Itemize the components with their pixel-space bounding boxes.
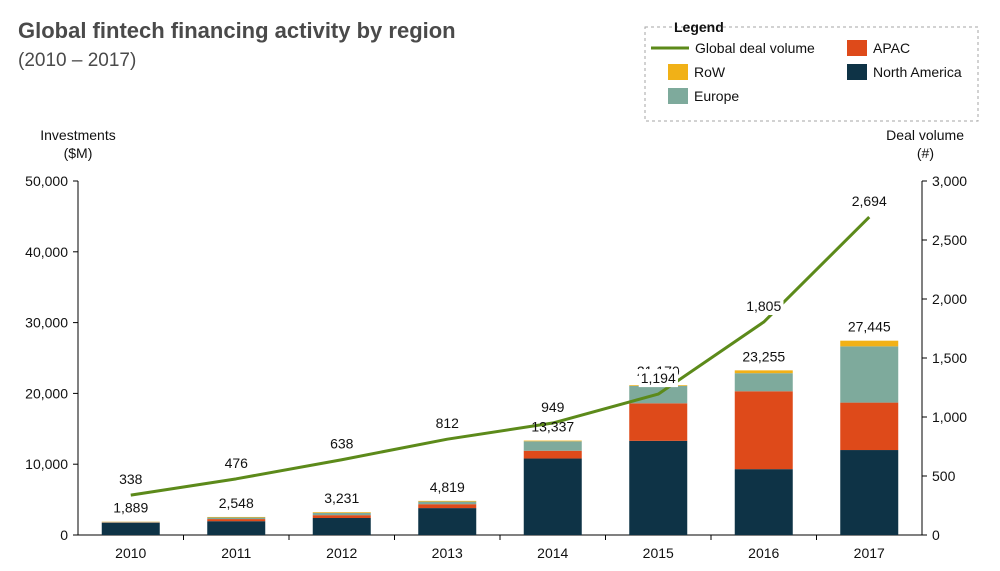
deal-volume-point-label-bg [849,192,889,211]
bar-row-2011 [207,516,266,518]
y-right-axis-title-line1: Deal volume [886,127,964,143]
bar-row-2012 [312,512,371,513]
y-right-tick-label: 500 [932,468,956,484]
legend-frame [644,26,979,122]
y-right-tick-label: 1,000 [932,409,967,425]
bar-row-2016 [734,370,793,374]
y-left-tick-label: 50,000 [25,173,68,189]
bar-apac-2013 [418,504,477,509]
deal-volume-point-label: 476 [225,455,249,471]
legend-swatch-box [668,88,688,104]
bar-north-america-2010 [101,522,160,535]
deal-volume-point-label: 1,805 [746,298,781,314]
bar-total-label: 3,231 [324,490,359,506]
bar-total-label: 2,548 [219,495,254,511]
bar-europe-2012 [312,512,371,516]
bar-north-america-2015 [629,440,688,535]
y-left-axis-title-line2: ($M) [64,145,93,161]
x-tick-label: 2014 [537,545,568,561]
y-right-tick-label: 1,500 [932,350,967,366]
data-labels: 1,8892,5483,2314,81913,33721,17023,25527… [113,192,891,516]
bar-europe-2014 [523,441,582,451]
bar-north-america-2014 [523,458,582,535]
y-left-tick-label: 20,000 [25,385,68,401]
bar-north-america-2011 [207,521,266,535]
bar-total-label: 4,819 [430,479,465,495]
bar-north-america-2017 [840,450,899,535]
y-right-tick-label: 2,500 [932,232,967,248]
legend-label: North America [873,64,962,80]
bar-total-label: 27,445 [848,319,891,335]
bar-europe-2017 [840,346,899,403]
deal-volume-point-label: 2,694 [852,193,887,209]
chart-subtitle: (2010 – 2017) [18,50,136,71]
deal-volume-point-label-bg [638,369,678,388]
bar-total-label: 13,337 [531,419,574,435]
y-right-tick-label: 0 [932,527,940,543]
y-right-axis-title-line2: (#) [917,145,934,161]
bar-row-2013 [418,500,477,502]
deal-volume-line-path [130,216,871,497]
y-left-tick-label: 10,000 [25,456,68,472]
x-tick-label: 2011 [221,545,251,561]
bar-north-america-2013 [418,508,477,535]
y-left-tick-label: 40,000 [25,244,68,260]
bar-apac-2017 [840,402,899,451]
legend-title: Legend [674,19,724,35]
x-tick-label: 2015 [643,545,674,561]
x-tick-label: 2012 [326,545,357,561]
bar-europe-2013 [418,501,477,505]
bar-row-2017 [840,340,899,347]
y-left-tick-label: 30,000 [25,315,68,331]
legend-label: Europe [694,88,739,104]
legend-swatch-box [847,64,867,80]
deal-volume-point-label-bg [539,398,567,417]
bar-apac-2012 [312,515,371,519]
y-left-tick-label: 0 [60,527,68,543]
axes: 0 10,000 20,000 30,000 40,000 50,000 0 500 1,000… [25,127,967,561]
x-tick-label: 2017 [854,545,885,561]
deal-volume-point-label-bg [433,414,462,433]
legend-label: APAC [873,40,910,56]
x-tick-label: 2016 [748,545,779,561]
bar-apac-2011 [207,519,266,522]
legend-swatch-box [668,64,688,80]
bar-total-label: 1,889 [113,500,148,516]
bar-apac-2016 [734,391,793,470]
bar-apac-2014 [523,450,582,459]
bar-europe-2010 [101,521,160,523]
deal-volume-point-label-bg [744,297,784,316]
legend-label: RoW [694,64,726,80]
deal-volume-point-label: 338 [119,471,143,487]
bar-europe-2016 [734,373,793,392]
bar-europe-2011 [207,517,266,520]
deal-volume-line [130,216,871,497]
x-tick-label: 2010 [115,545,146,561]
bar-total-label: 23,255 [742,348,785,364]
legend: Legend Global deal volume APAC RoW North Am… [644,19,979,122]
legend-swatch-box [847,40,867,56]
y-right-tick-label: 2,000 [932,291,967,307]
deal-volume-point-label: 1,194 [641,370,676,386]
y-left-axis-title-line1: Investments [40,127,115,143]
y-right-tick-label: 3,000 [932,173,967,189]
deal-volume-point-label-bg [222,453,251,472]
deal-volume-point-label: 812 [436,415,460,431]
x-tick-label: 2013 [432,545,463,561]
bar-apac-2015 [629,403,688,441]
deal-volume-point-label: 638 [330,436,354,452]
bar-row-2014 [523,440,582,442]
deal-volume-point-label: 949 [541,399,565,415]
bar-north-america-2016 [734,469,793,535]
legend-label: Global deal volume [695,40,815,56]
deal-volume-point-label-bg [117,470,145,489]
deal-volume-point-label-bg [328,434,356,453]
bar-north-america-2012 [312,518,371,535]
chart-title: Global fintech financing activity by reg… [18,18,456,43]
